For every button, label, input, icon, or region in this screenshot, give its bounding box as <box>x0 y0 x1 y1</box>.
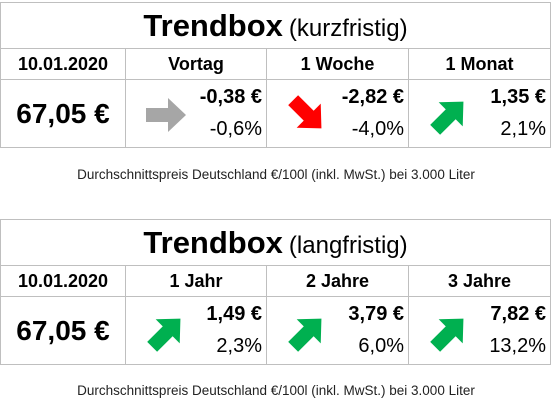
current-price: 67,05 € <box>0 79 126 148</box>
change-absolute: 1,35 € <box>490 86 546 108</box>
change-absolute: 1,49 € <box>206 303 262 325</box>
current-price: 67,05 € <box>0 296 126 365</box>
change-cell-1-jahr: 1,49 € 2,3% <box>125 296 267 365</box>
date-header: 10.01.2020 <box>0 265 126 297</box>
change-percent: 2,1% <box>500 118 546 140</box>
price-note: Durchschnittspreis Deutschland €/100l (i… <box>77 383 475 398</box>
title-sub: (langfristig) <box>288 231 408 259</box>
change-absolute: 7,82 € <box>490 303 547 325</box>
up-right-arrow-icon <box>430 101 464 135</box>
change-cell-3-jahre: 7,82 € 13,2% <box>407 296 552 365</box>
change-cell-vortag: -0,38 € -0,6% <box>125 79 267 148</box>
column-header-vortag: Vortag <box>125 48 267 80</box>
trendbox-long-term: Trendbox (langfristig) 10.01.2020 1 Jahr … <box>0 219 552 365</box>
change-percent: -4,0% <box>351 118 404 140</box>
column-header-1-woche: 1 Woche <box>266 48 409 80</box>
change-cell-2-jahre: 3,79 € 6,0% <box>266 296 409 365</box>
change-percent: -0,6% <box>209 118 262 140</box>
title-main: Trendbox <box>143 7 283 43</box>
right-arrow-icon <box>146 98 186 132</box>
column-header-2-jahre: 2 Jahre <box>266 265 409 297</box>
column-header-3-jahre: 3 Jahre <box>407 265 552 297</box>
change-percent: 13,2% <box>489 335 547 357</box>
up-right-arrow-icon <box>147 318 181 352</box>
down-right-arrow-icon <box>288 95 322 129</box>
change-absolute: 3,79 € <box>348 303 404 325</box>
up-right-arrow-icon <box>288 318 322 352</box>
change-cell-1-woche: -2,82 € -4,0% <box>266 79 409 148</box>
trendbox-short-term: Trendbox (kurzfristig) 10.01.2020 Vortag … <box>0 2 551 148</box>
up-right-arrow-icon <box>430 318 464 352</box>
price-note: Durchschnittspreis Deutschland €/100l (i… <box>77 167 475 182</box>
change-cell-1-monat: 1,35 € 2,1% <box>408 79 551 148</box>
column-header-1-jahr: 1 Jahr <box>125 265 267 297</box>
change-absolute: -2,82 € <box>341 86 404 108</box>
change-percent: 2,3% <box>216 335 262 357</box>
change-absolute: -0,38 € <box>199 86 262 108</box>
trendbox-title: Trendbox (kurzfristig) <box>0 2 551 49</box>
change-percent: 6,0% <box>358 335 404 357</box>
column-header-1-monat: 1 Monat <box>408 48 551 80</box>
title-sub: (kurzfristig) <box>288 14 408 42</box>
title-main: Trendbox <box>143 224 283 260</box>
date-header: 10.01.2020 <box>0 48 126 80</box>
trendbox-title: Trendbox (langfristig) <box>0 219 552 266</box>
